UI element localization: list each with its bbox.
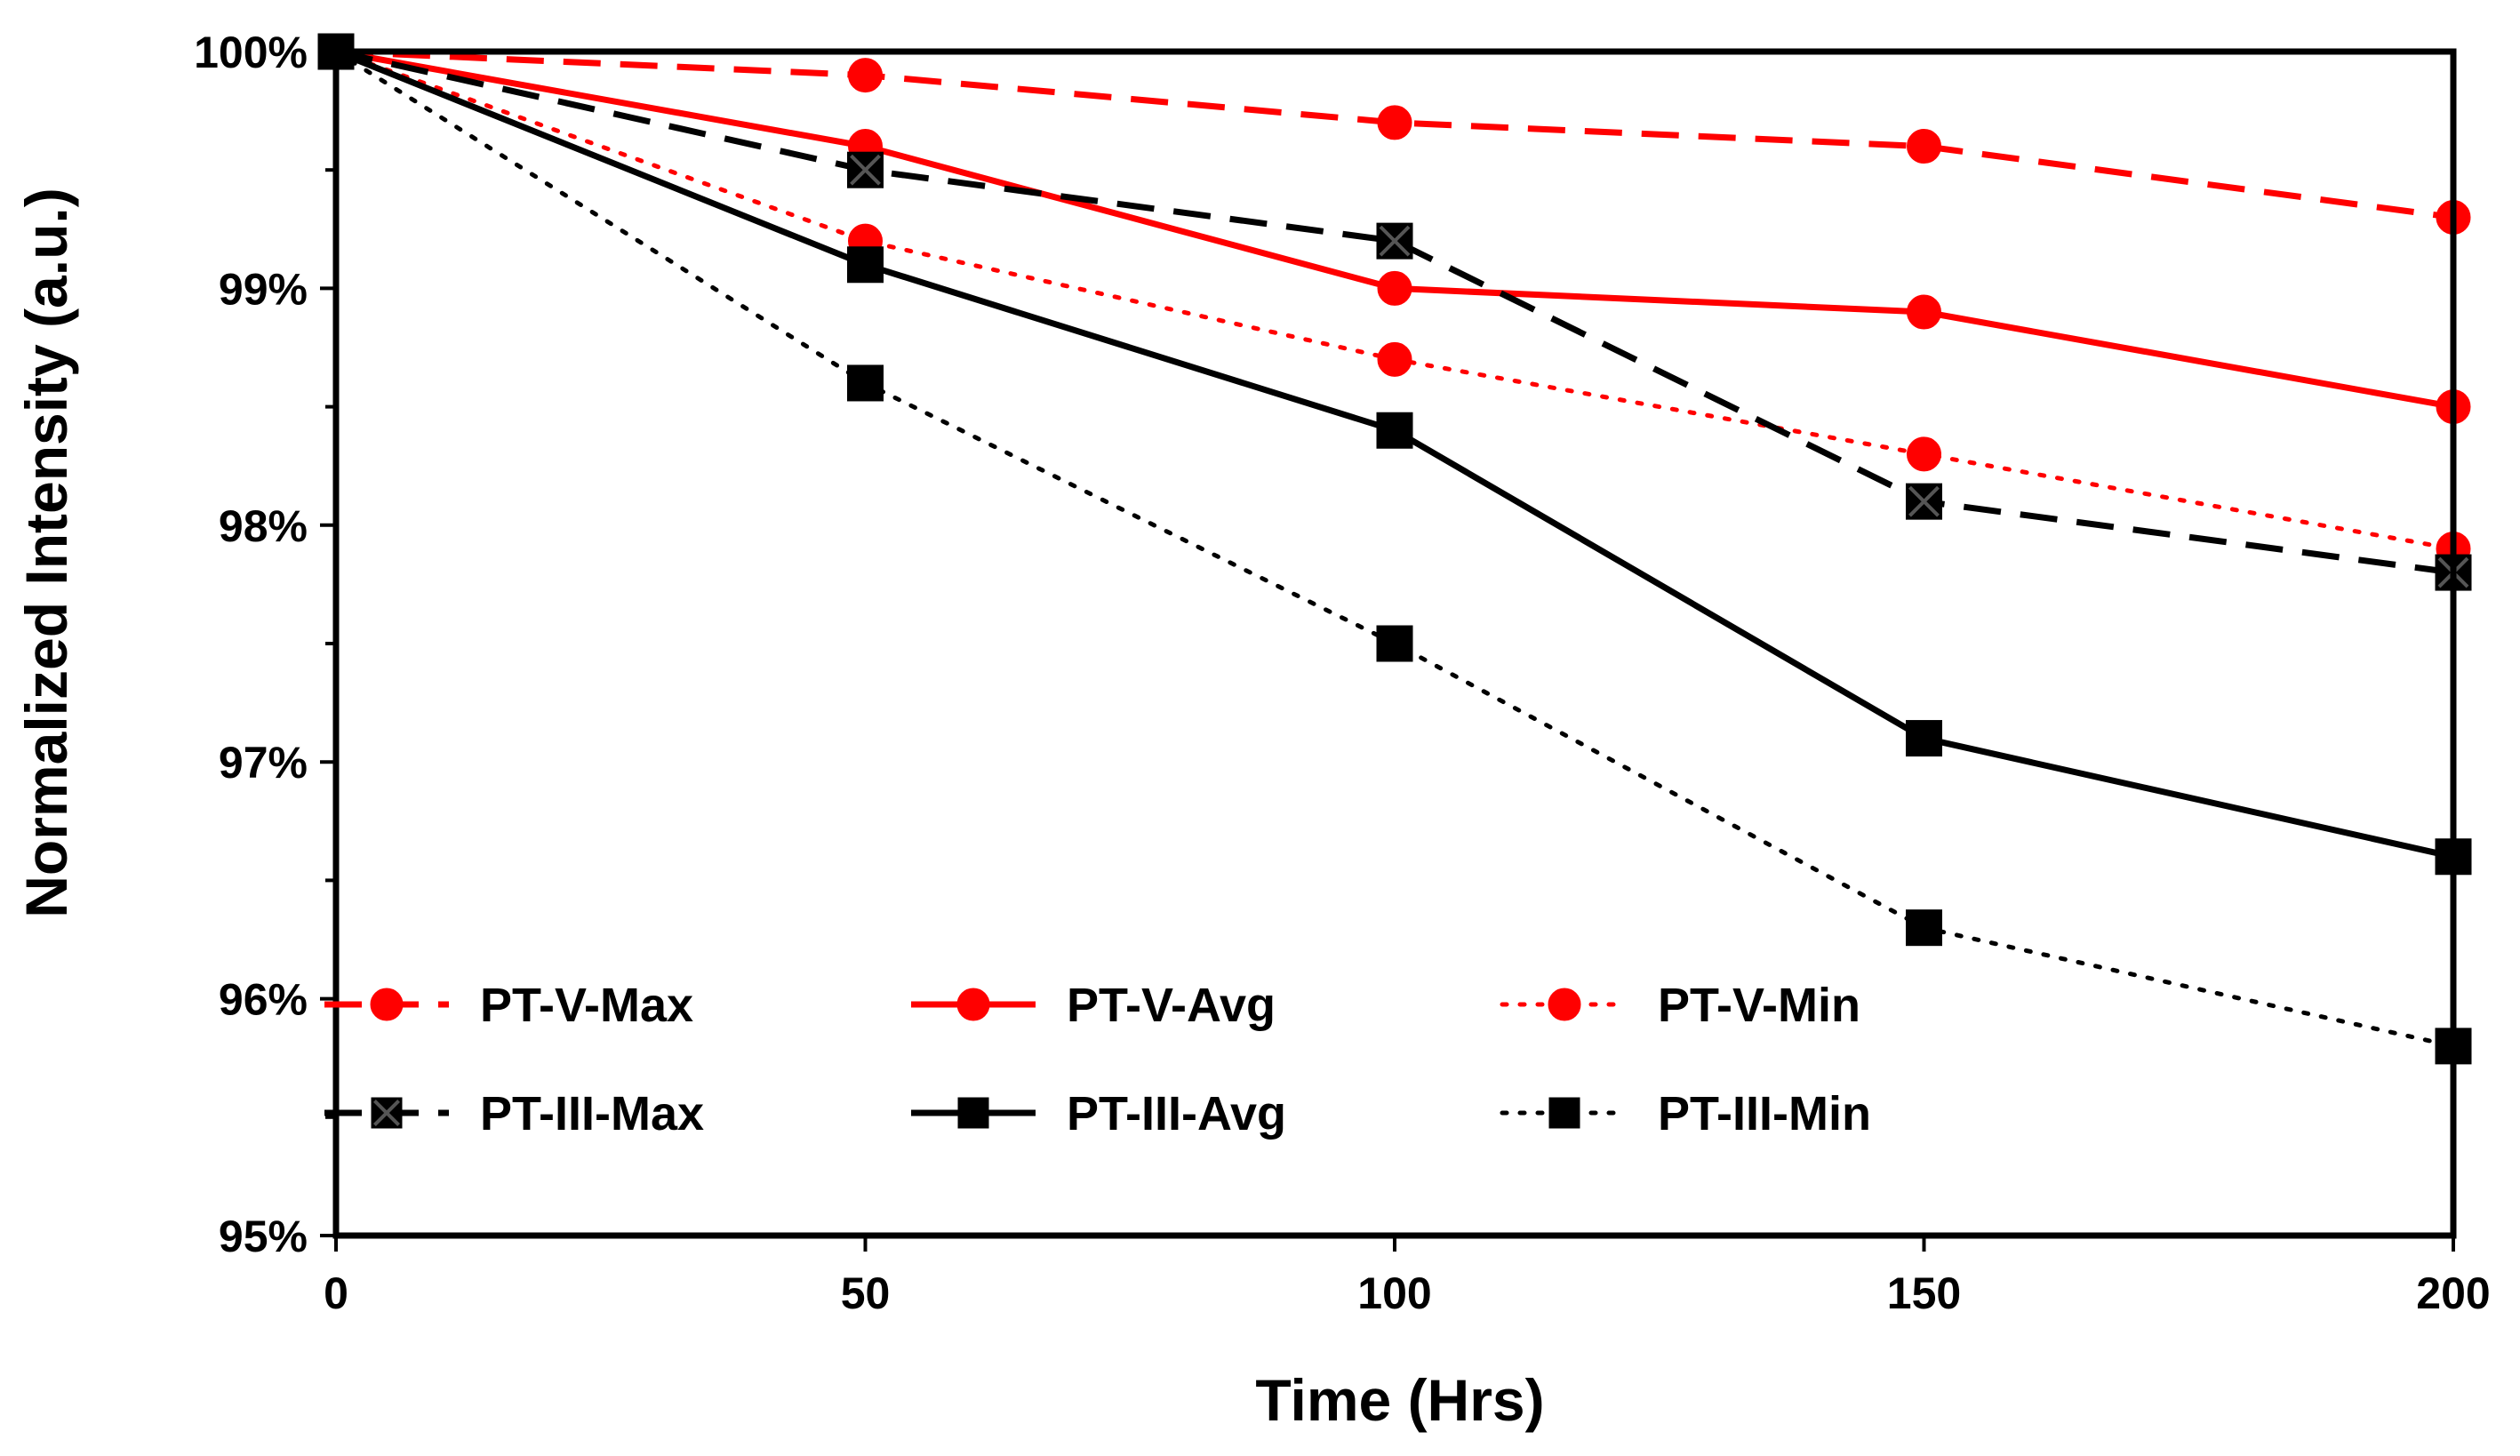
marker-cross-b	[1379, 225, 1411, 257]
legend-item-pt-iii-max: PT-III-Max	[324, 1087, 704, 1140]
data-point-pt-v-min	[1907, 436, 1941, 472]
plot-frame	[332, 48, 2457, 1239]
data-point-pt-iii-max	[1376, 222, 1413, 260]
data-point-pt-iii-avg	[1376, 412, 1413, 449]
legend: PT-V-Max PT-V-Avg PT-V-Min PT-III-Max PT-III…	[324, 979, 1871, 1140]
marker-square	[1548, 1097, 1580, 1129]
data-point-pt-v-min	[1377, 341, 1412, 377]
y-tick-label: 96%	[219, 975, 308, 1025]
data-point-pt-iii-avg	[1906, 720, 1942, 757]
data-point-pt-v-max	[1377, 105, 1412, 140]
legend-label: PT-III-Max	[480, 1087, 704, 1140]
y-tick-label: 97%	[219, 738, 308, 788]
data-point-pt-iii-min	[847, 364, 884, 402]
data-point-pt-iii-avg	[847, 246, 884, 284]
data-point-pt-iii-max	[847, 151, 884, 188]
legend-item-pt-v-min: PT-V-Min	[1500, 979, 1860, 1032]
data-point-pt-v-max	[848, 58, 883, 93]
marker-square	[1376, 625, 1413, 662]
marker-square	[1906, 909, 1942, 947]
y-tick-label: 100%	[194, 28, 308, 77]
series-group	[317, 33, 2472, 1065]
data-point-pt-iii-min	[1376, 625, 1413, 662]
legend-label: PT-V-Min	[1658, 979, 1860, 1032]
legend-marker	[1548, 1097, 1580, 1129]
plot-area-border	[332, 48, 2457, 1239]
data-point-pt-iii-max	[1906, 483, 1942, 520]
marker-square	[847, 246, 884, 284]
data-point-pt-iii-min	[1906, 909, 1942, 947]
legend-label: PT-V-Avg	[1067, 979, 1276, 1032]
marker-square	[1906, 720, 1942, 757]
data-point-pt-v-max	[1907, 129, 1941, 164]
y-axis-title: Normalized Intensity (a.u.)	[13, 188, 79, 917]
series-pt-v-max	[318, 34, 2471, 235]
legend-marker	[370, 988, 404, 1021]
marker-cross-b	[372, 1099, 401, 1127]
series-line-pt-iii-max	[335, 48, 2454, 576]
x-axis-title: Time (Hrs)	[1255, 1367, 1544, 1433]
marker-cross-b	[850, 154, 881, 186]
legend-item-pt-iii-min: PT-III-Min	[1500, 1087, 1871, 1140]
legend-marker	[371, 1097, 403, 1129]
legend-label: PT-III-Min	[1658, 1087, 1871, 1140]
legend-item-pt-v-max: PT-V-Max	[324, 979, 693, 1032]
legend-item-pt-v-avg: PT-V-Avg	[911, 979, 1276, 1032]
x-tick-label: 0	[324, 1268, 348, 1318]
marker-square	[1376, 412, 1413, 449]
x-tick-label: 50	[841, 1268, 891, 1318]
legend-label: PT-V-Max	[480, 979, 693, 1032]
legend-label: PT-III-Avg	[1067, 1087, 1286, 1140]
legend-marker	[1548, 988, 1581, 1021]
y-tick-label: 98%	[219, 501, 308, 551]
legend-marker	[957, 1097, 989, 1129]
x-tick-label: 100	[1357, 1268, 1431, 1318]
marker-cross-b	[1908, 485, 1940, 517]
y-tick-label: 99%	[219, 264, 308, 314]
series-pt-iii-avg	[317, 33, 2472, 876]
x-tick-label: 150	[1887, 1268, 1961, 1318]
data-point-pt-v-avg	[1907, 294, 1941, 330]
legend-marker	[956, 988, 990, 1021]
marker-square	[847, 364, 884, 402]
marker-square	[957, 1097, 989, 1129]
data-point-pt-v-avg	[1377, 270, 1412, 306]
legend-item-pt-iii-avg: PT-III-Avg	[911, 1087, 1286, 1140]
y-tick-label: 95%	[219, 1212, 308, 1261]
axes: 95% 96% 97% 98% 99% 100% 0 50 100 150 200	[194, 28, 2491, 1318]
x-tick-label: 200	[2416, 1268, 2490, 1318]
